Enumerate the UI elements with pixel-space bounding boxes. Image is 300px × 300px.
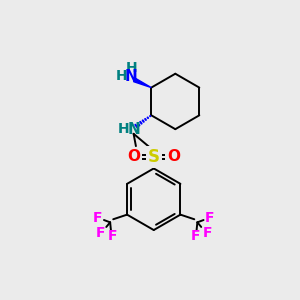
Text: F: F [108, 229, 117, 243]
Text: H: H [116, 69, 128, 83]
Text: O: O [127, 149, 140, 164]
Text: N: N [125, 68, 138, 83]
Text: H: H [125, 61, 137, 75]
Text: F: F [93, 212, 103, 226]
Text: F: F [95, 226, 105, 240]
Polygon shape [134, 78, 151, 88]
Text: F: F [205, 212, 214, 226]
Text: N: N [127, 122, 140, 137]
Text: O: O [167, 149, 180, 164]
Text: H: H [118, 122, 129, 136]
Text: S: S [148, 148, 160, 166]
Text: F: F [202, 226, 212, 240]
Text: F: F [190, 229, 200, 243]
